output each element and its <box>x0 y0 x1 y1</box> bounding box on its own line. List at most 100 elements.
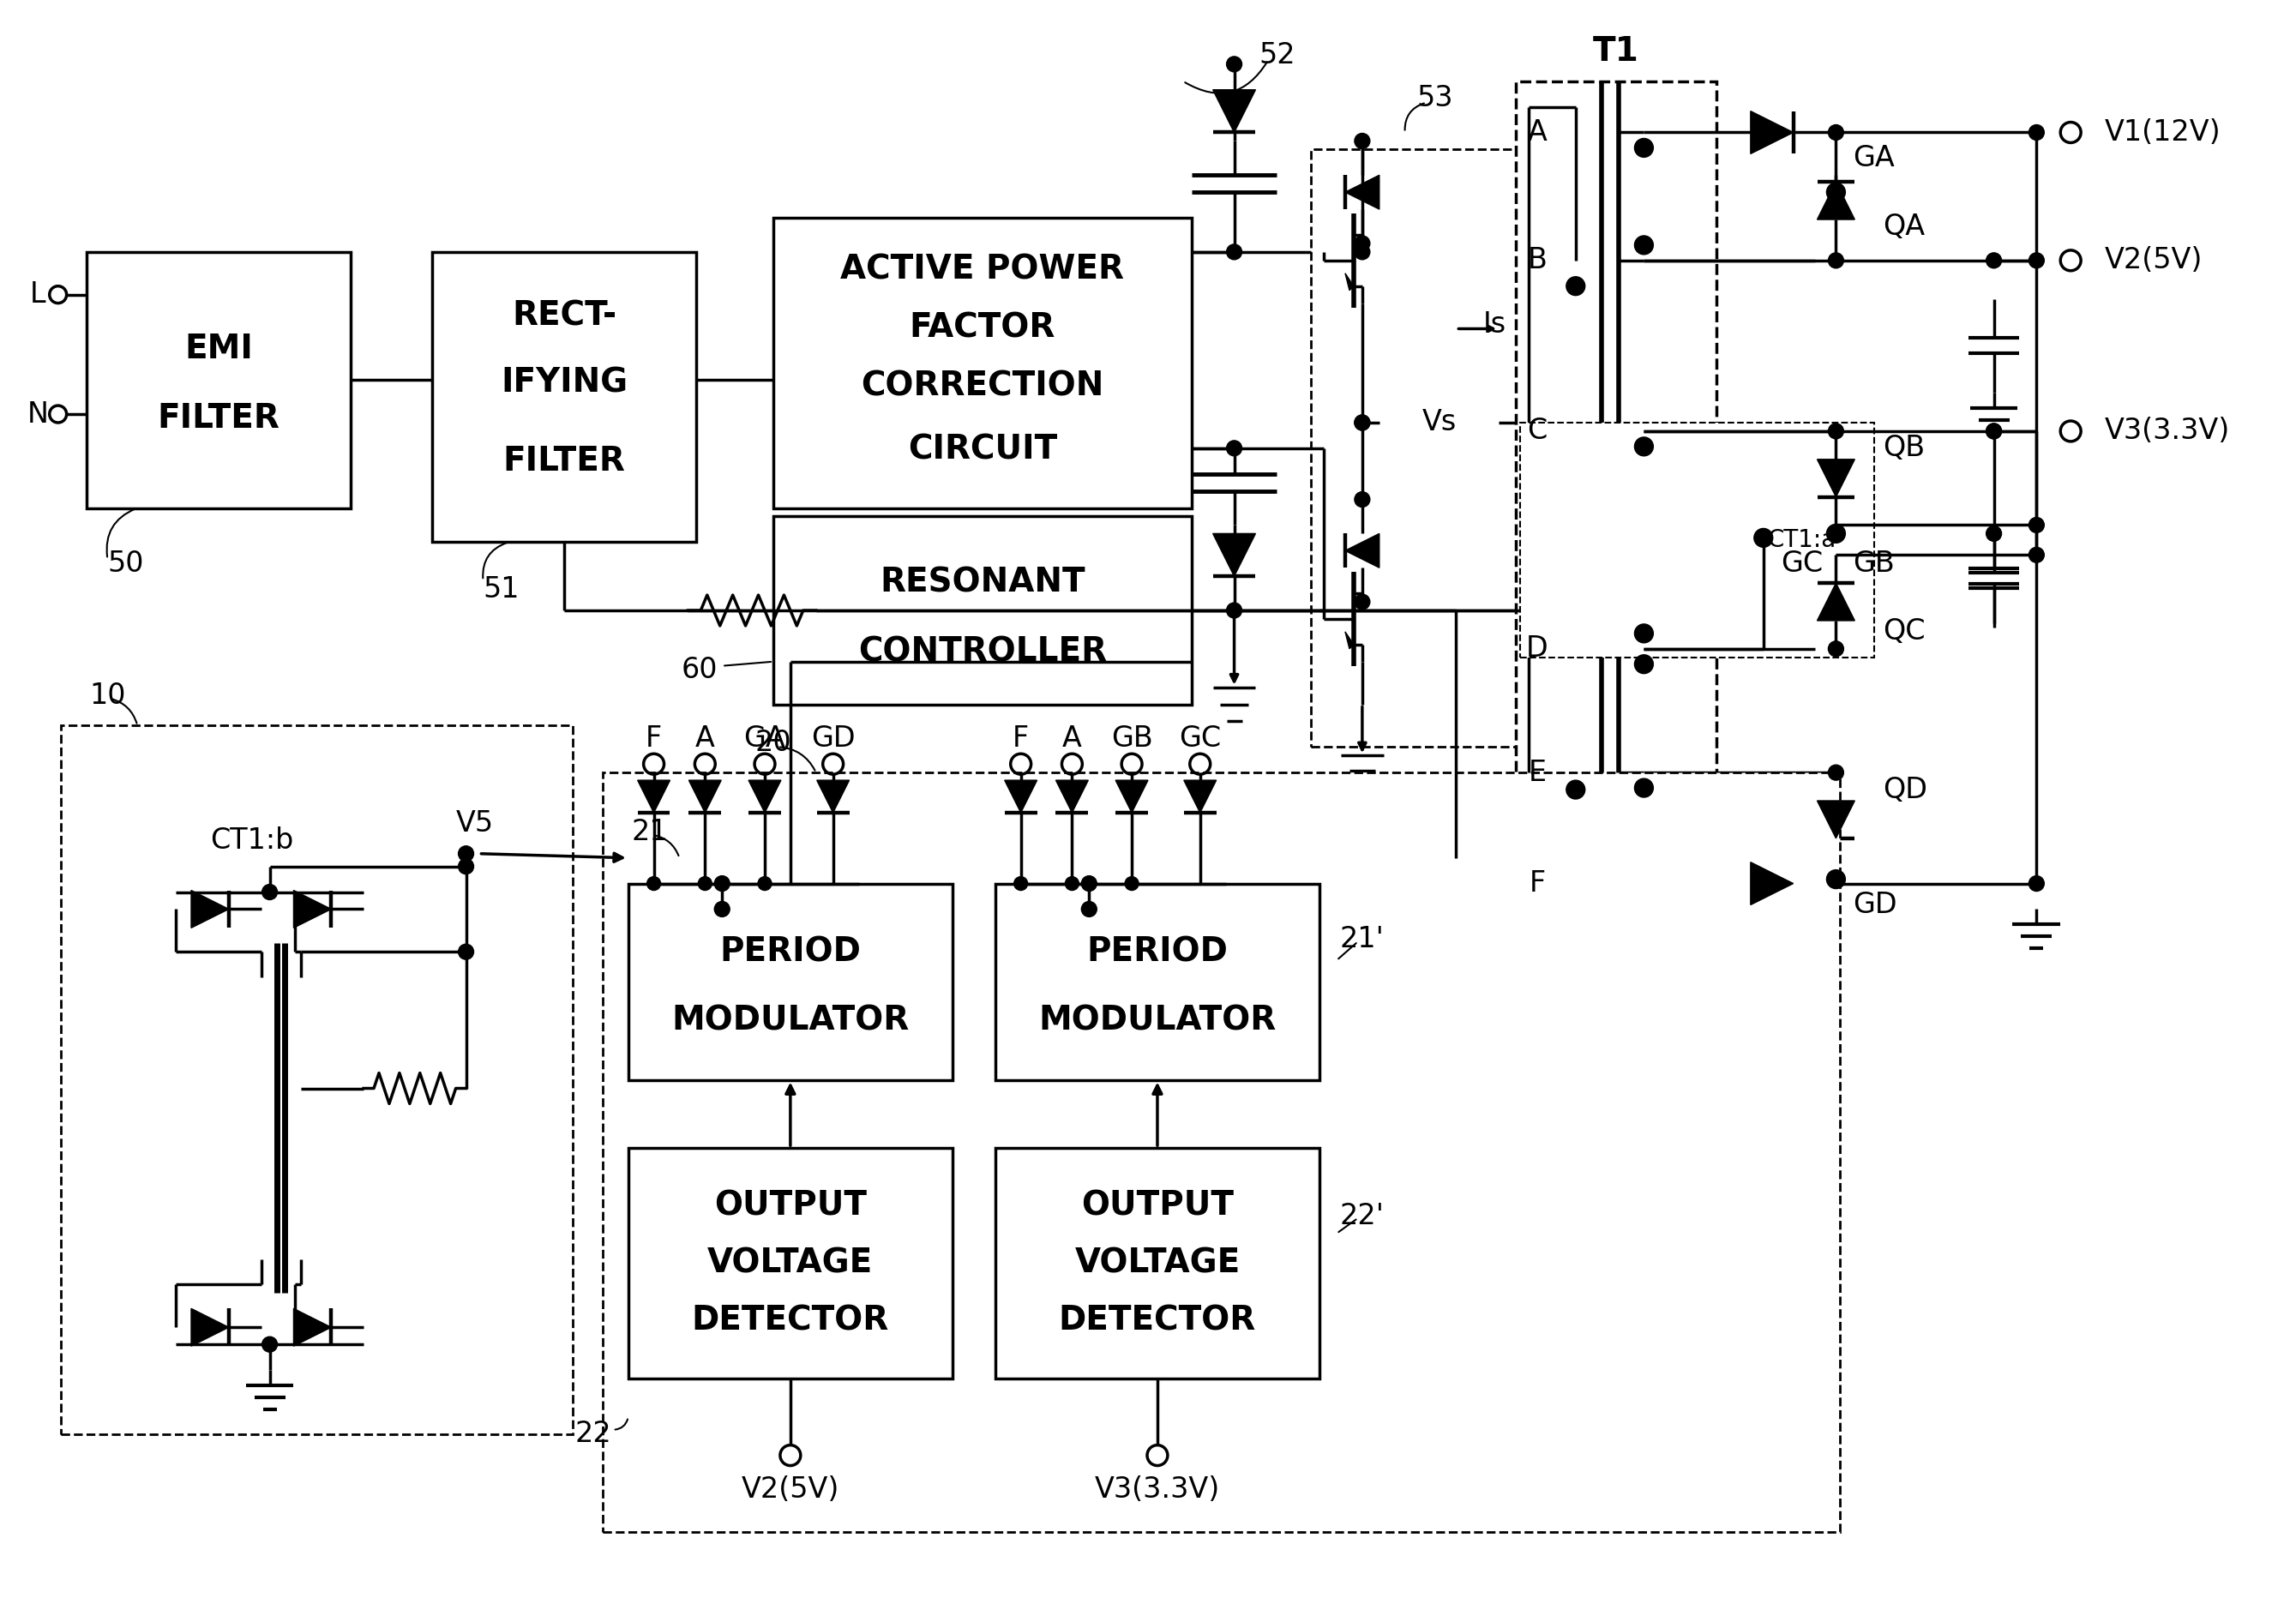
Bar <box>1311 149 1541 747</box>
Circle shape <box>1828 125 1844 140</box>
Circle shape <box>1355 133 1371 149</box>
Circle shape <box>758 877 771 890</box>
Text: QB: QB <box>1883 435 1924 462</box>
Circle shape <box>1986 526 2002 541</box>
Circle shape <box>1355 492 1371 507</box>
Polygon shape <box>1345 534 1380 568</box>
Polygon shape <box>1345 175 1380 209</box>
Text: EMI: EMI <box>184 334 253 366</box>
Circle shape <box>1828 869 1846 889</box>
Circle shape <box>714 876 730 892</box>
Polygon shape <box>689 780 721 813</box>
Text: MODULATOR: MODULATOR <box>670 1004 909 1038</box>
Circle shape <box>459 845 473 861</box>
Polygon shape <box>748 780 781 813</box>
Circle shape <box>1828 642 1844 656</box>
Polygon shape <box>294 890 331 927</box>
Polygon shape <box>191 890 230 927</box>
Circle shape <box>1226 56 1242 72</box>
Text: 20: 20 <box>755 728 792 757</box>
Text: GC: GC <box>1779 549 1823 577</box>
Polygon shape <box>191 1309 230 1346</box>
Polygon shape <box>1345 273 1355 290</box>
Text: V2(5V): V2(5V) <box>2105 247 2202 274</box>
Text: B: B <box>1527 247 1548 274</box>
Circle shape <box>1828 423 1844 439</box>
Text: IFYING: IFYING <box>501 366 627 399</box>
Text: RESONANT: RESONANT <box>879 566 1086 598</box>
Bar <box>774 218 1192 508</box>
Text: Vs: Vs <box>1421 409 1456 436</box>
Polygon shape <box>1056 780 1088 813</box>
Circle shape <box>1828 525 1846 544</box>
Text: A: A <box>1063 725 1081 752</box>
Text: GB: GB <box>1853 549 1894 577</box>
Bar <box>994 1148 1320 1378</box>
Circle shape <box>1828 183 1846 202</box>
Circle shape <box>1081 901 1097 917</box>
Text: GC: GC <box>1180 725 1221 752</box>
Circle shape <box>1635 236 1653 255</box>
Polygon shape <box>1185 780 1217 813</box>
Text: 60: 60 <box>682 656 719 685</box>
Text: 51: 51 <box>482 574 519 603</box>
Bar <box>629 884 953 1079</box>
Text: GB: GB <box>1111 725 1153 752</box>
Text: OUTPUT: OUTPUT <box>1081 1190 1233 1222</box>
Polygon shape <box>1816 459 1855 497</box>
Circle shape <box>1355 415 1371 430</box>
Circle shape <box>2030 253 2043 268</box>
Text: GD: GD <box>1853 890 1896 919</box>
Text: FILTER: FILTER <box>156 403 280 435</box>
Text: F: F <box>645 725 661 752</box>
Text: V1(12V): V1(12V) <box>2105 119 2220 146</box>
Text: 21: 21 <box>631 818 668 847</box>
Text: A: A <box>696 725 714 752</box>
Text: F: F <box>1529 869 1545 898</box>
Circle shape <box>698 877 712 890</box>
Text: GA: GA <box>744 725 785 752</box>
Polygon shape <box>638 780 670 813</box>
Text: OUTPUT: OUTPUT <box>714 1190 866 1222</box>
Circle shape <box>1828 765 1844 780</box>
Circle shape <box>1355 244 1371 260</box>
Bar <box>1520 422 1874 658</box>
Circle shape <box>1986 423 2002 439</box>
Text: 53: 53 <box>1417 83 1453 112</box>
Polygon shape <box>1750 863 1793 905</box>
Circle shape <box>647 877 661 890</box>
Bar <box>602 773 1839 1532</box>
Polygon shape <box>1816 181 1855 220</box>
Text: CONTROLLER: CONTROLLER <box>859 635 1107 667</box>
Text: V3(3.3V): V3(3.3V) <box>2105 417 2229 446</box>
Circle shape <box>1566 780 1584 799</box>
Text: 21': 21' <box>1341 926 1384 953</box>
Text: V3(3.3V): V3(3.3V) <box>1095 1476 1219 1503</box>
Text: C: C <box>1527 417 1548 446</box>
Bar <box>774 516 1192 704</box>
Text: T1: T1 <box>1593 35 1639 67</box>
Bar <box>1515 82 1717 926</box>
Text: 10: 10 <box>90 682 126 711</box>
Polygon shape <box>817 780 850 813</box>
Text: V2(5V): V2(5V) <box>742 1476 840 1503</box>
Circle shape <box>262 884 278 900</box>
Text: CIRCUIT: CIRCUIT <box>907 433 1056 467</box>
Text: Is: Is <box>1483 310 1506 338</box>
Text: D: D <box>1527 635 1548 662</box>
Circle shape <box>1756 531 1770 545</box>
Circle shape <box>1355 593 1371 610</box>
Polygon shape <box>1816 584 1855 621</box>
Circle shape <box>459 945 473 959</box>
Bar <box>994 884 1320 1079</box>
Circle shape <box>1081 876 1097 892</box>
Text: L: L <box>30 281 46 308</box>
Text: CT1:a: CT1:a <box>1768 528 1837 552</box>
Circle shape <box>1635 438 1653 456</box>
Polygon shape <box>1212 534 1256 576</box>
Circle shape <box>1635 778 1653 797</box>
Text: 52: 52 <box>1258 42 1295 71</box>
Circle shape <box>2030 125 2043 140</box>
Text: E: E <box>1529 759 1545 786</box>
Bar <box>432 252 696 542</box>
